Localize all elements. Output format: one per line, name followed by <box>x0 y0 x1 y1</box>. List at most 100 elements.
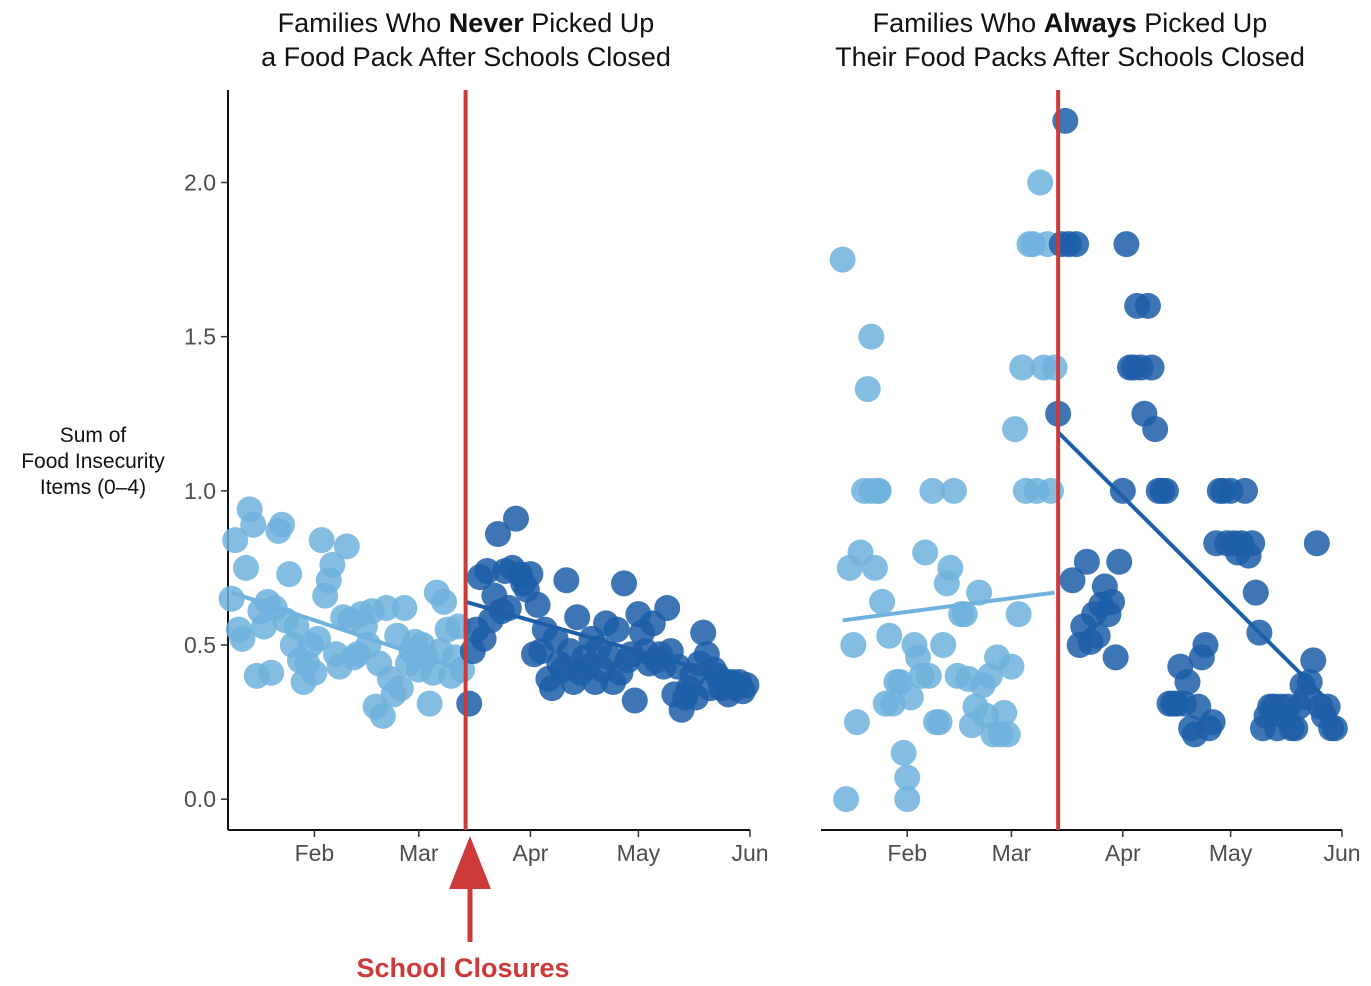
data-point <box>1314 693 1341 720</box>
data-point <box>1303 530 1330 557</box>
data-point <box>940 477 967 504</box>
data-point <box>485 521 511 547</box>
data-point <box>869 588 896 615</box>
x-tick-label: Jun <box>731 840 768 866</box>
data-point <box>621 687 648 714</box>
data-point <box>373 595 400 621</box>
data-point <box>829 246 856 273</box>
data-point <box>603 616 630 643</box>
data-point <box>1041 354 1068 381</box>
panel-title-line2: a Food Pack After Schools Closed <box>261 42 671 72</box>
data-point <box>876 622 903 649</box>
trend-line-after <box>1056 430 1330 702</box>
data-point <box>894 764 921 791</box>
data-point <box>833 786 860 813</box>
data-point <box>333 533 360 560</box>
data-point <box>305 625 331 652</box>
y-axis-label-line: Items (0–4) <box>40 476 146 499</box>
y-axis-label: Sum of Food Insecurity Items (0–4) <box>21 424 165 499</box>
x-tick-label: Mar <box>399 840 439 866</box>
data-point <box>269 511 295 538</box>
data-point <box>503 505 529 532</box>
x-tick-label: Mar <box>992 840 1032 866</box>
data-point <box>865 477 892 504</box>
data-point <box>937 554 964 581</box>
series-before <box>218 496 475 729</box>
series-before <box>829 169 1068 813</box>
data-point <box>474 558 501 584</box>
trend-line-after <box>465 599 747 684</box>
data-point <box>308 527 335 554</box>
y-tick-label: 1.5 <box>184 324 216 350</box>
data-point <box>258 659 285 686</box>
data-point <box>951 601 978 628</box>
data-point <box>966 579 993 606</box>
data-point <box>1063 231 1090 258</box>
data-point <box>998 653 1025 680</box>
data-point <box>553 567 580 594</box>
data-point <box>1073 548 1100 575</box>
panel-always: Families Who Always Picked Up Their Food… <box>821 8 1361 866</box>
data-point <box>218 585 245 612</box>
data-point <box>564 604 591 631</box>
trend-line-before <box>230 590 463 672</box>
data-point <box>1282 715 1309 742</box>
y-axis-label-line: Sum of <box>60 424 127 447</box>
annotation-label: School Closures <box>356 953 569 983</box>
data-point <box>1106 548 1133 575</box>
data-point <box>654 595 681 621</box>
data-point <box>416 690 443 717</box>
data-point <box>1192 632 1219 658</box>
data-point <box>1321 715 1348 742</box>
data-point <box>456 690 483 717</box>
data-point <box>1231 477 1258 504</box>
data-point <box>854 376 881 403</box>
data-point <box>387 675 414 702</box>
data-point <box>1113 231 1140 258</box>
x-tick-label: Feb <box>887 840 927 866</box>
data-point <box>369 702 396 729</box>
data-point <box>283 613 310 640</box>
data-point <box>890 739 917 766</box>
data-point <box>1300 647 1327 674</box>
data-point <box>991 699 1018 726</box>
trend-line-before <box>842 590 1055 623</box>
data-point <box>319 551 346 578</box>
y-tick-label: 1.0 <box>184 478 216 504</box>
data-point <box>1152 477 1179 504</box>
data-point <box>1027 169 1054 196</box>
annotation-arrow-head <box>449 836 491 889</box>
data-point <box>611 570 637 597</box>
data-point <box>1138 354 1165 381</box>
x-tick-label: May <box>617 840 661 866</box>
data-point <box>391 595 418 621</box>
data-point <box>517 561 544 588</box>
data-point <box>301 659 328 686</box>
x-tick-label: May <box>1209 840 1253 866</box>
data-point <box>524 591 551 618</box>
x-tick-label: Apr <box>1105 840 1141 866</box>
x-tick-label: Apr <box>513 840 549 866</box>
data-point <box>1059 567 1086 594</box>
data-point <box>858 323 885 350</box>
data-point <box>919 477 946 504</box>
data-point <box>1199 709 1226 736</box>
data-point <box>431 588 457 615</box>
data-point <box>1005 601 1032 628</box>
data-point <box>1009 354 1036 381</box>
school-closures-annotation: School Closures <box>356 836 570 983</box>
data-point <box>1174 669 1201 695</box>
x-tick-label: Feb <box>295 840 335 866</box>
data-point <box>733 672 760 699</box>
data-point <box>897 684 924 711</box>
data-point <box>912 539 939 566</box>
data-point <box>1102 644 1129 671</box>
data-point <box>222 527 249 554</box>
panel-never: Families Who Never Picked Up a Food Pack… <box>21 8 768 866</box>
y-tick-label: 0.0 <box>184 786 216 812</box>
data-point <box>233 554 259 581</box>
data-point <box>1142 416 1169 443</box>
data-point <box>1109 477 1136 504</box>
x-tick-label: Jun <box>1323 840 1360 866</box>
